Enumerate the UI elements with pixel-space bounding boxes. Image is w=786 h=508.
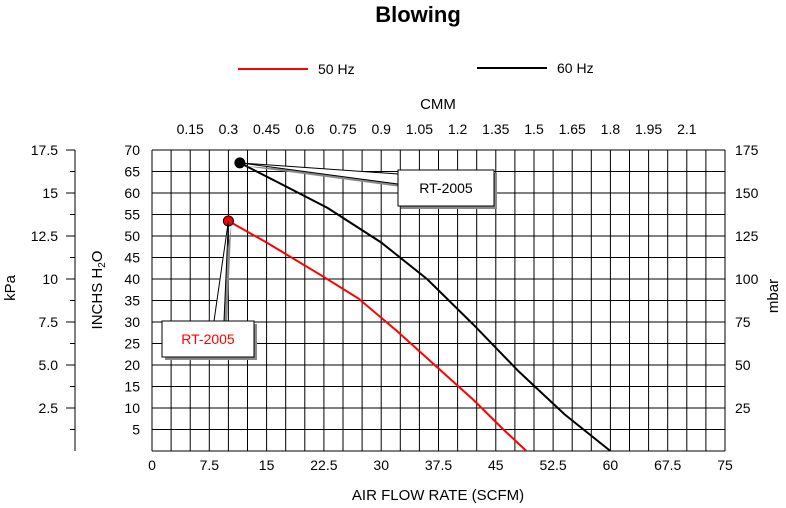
top-tick-label: 1.8	[601, 121, 621, 137]
x-tick-label: 45	[488, 457, 504, 473]
mbar-tick-label: 50	[735, 357, 751, 373]
callouts: RT-2005 RT-2005	[161, 162, 497, 360]
y-tick-label: 65	[124, 164, 140, 180]
y-tick-label: 10	[124, 400, 140, 416]
legend: 50 Hz 60 Hz	[238, 60, 594, 77]
top-tick-label: 2.1	[677, 121, 697, 137]
top-tick-label: 1.2	[448, 121, 468, 137]
kpa-axis-ticks: 2.5 5.0 7.5 10 12.5 15 17.5	[31, 142, 75, 430]
top-tick-label: 0.3	[219, 121, 239, 137]
y-axis-label-sub: 2	[97, 262, 108, 268]
series-group	[222, 157, 612, 452]
top-tick-label: 1.65	[559, 121, 586, 137]
x-tick-label: 22.5	[310, 457, 337, 473]
series-line-1	[239, 162, 612, 452]
callout-label-0: RT-2005	[181, 331, 235, 347]
x-tick-label: 60	[603, 457, 619, 473]
x-tick-label: 67.5	[654, 457, 681, 473]
y-tick-label: 70	[124, 142, 140, 158]
legend-label-50hz: 50 Hz	[318, 61, 355, 77]
y-tick-label: 35	[124, 293, 140, 309]
x-axis-ticks: 0 7.5 15 22.5 30 37.5 45 52.5 60 67.5 75	[148, 457, 733, 473]
kpa-axis-label: kPa	[2, 274, 19, 301]
y-tick-label: 5	[132, 422, 140, 438]
y-tick-label: 45	[124, 250, 140, 266]
top-tick-label: 0.15	[177, 121, 204, 137]
y-tick-label: 25	[124, 336, 140, 352]
series-line-0	[227, 220, 528, 452]
callout-pointer-1	[239, 162, 399, 185]
kpa-tick-label: 2.5	[39, 400, 59, 416]
mbar-axis-label: mbar	[765, 279, 782, 313]
x-tick-label: 52.5	[539, 457, 566, 473]
y-axis-label-main: INCHS H	[89, 268, 106, 330]
y-tick-label: 50	[124, 228, 140, 244]
mbar-tick-label: 100	[735, 271, 759, 287]
legend-label-60hz: 60 Hz	[557, 60, 594, 76]
x-tick-label: 37.5	[425, 457, 452, 473]
x-axis-label: AIR FLOW RATE (SCFM)	[352, 487, 524, 504]
callout-box-1	[397, 169, 495, 207]
top-tick-label: 0.75	[329, 121, 356, 137]
y-tick-label: 60	[124, 185, 140, 201]
x-tick-label: 30	[373, 457, 389, 473]
top-tick-label: 1.35	[482, 121, 509, 137]
x-tick-label: 75	[717, 457, 733, 473]
y-tick-label: 20	[124, 357, 140, 373]
top-tick-label: 1.05	[406, 121, 433, 137]
top-tick-label: 0.6	[295, 121, 315, 137]
top-tick-label: 0.45	[253, 121, 280, 137]
y-tick-label: 30	[124, 314, 140, 330]
top-axis-label: CMM	[420, 96, 456, 113]
kpa-tick-label: 5.0	[39, 357, 59, 373]
mbar-tick-label: 125	[735, 228, 759, 244]
x-tick-label: 7.5	[200, 457, 220, 473]
y-axis-label: INCHS H2O	[89, 251, 108, 330]
y-tick-label: 15	[124, 379, 140, 395]
x-tick-label: 0	[148, 457, 156, 473]
mbar-tick-label: 25	[735, 400, 751, 416]
kpa-tick-label: 15	[42, 185, 58, 201]
top-axis-ticks: 0.15 0.3 0.45 0.6 0.75 0.9 1.05 1.2 1.35 1.5 1.65 1…	[177, 121, 697, 137]
mbar-tick-label: 150	[735, 185, 759, 201]
kpa-tick-label: 10	[42, 271, 58, 287]
plot-grid	[151, 149, 726, 452]
callout-box-0	[161, 320, 255, 358]
kpa-tick-label: 17.5	[31, 142, 58, 158]
mbar-axis-ticks: 25 50 75 100 125 150 175	[735, 142, 759, 416]
y-axis-label-tail: O	[89, 251, 106, 263]
y-axis-ticks: 5 10 15 20 25 30 35 40 45 50 55 60 65 70	[124, 142, 140, 438]
kpa-tick-label: 12.5	[31, 228, 58, 244]
top-tick-label: 1.95	[635, 121, 662, 137]
y-tick-label: 40	[124, 271, 140, 287]
top-tick-label: 1.5	[524, 121, 544, 137]
callout-label-1: RT-2005	[419, 180, 473, 196]
callout-pointer-shadow-1	[242, 165, 401, 187]
chart-title: Blowing	[375, 2, 461, 27]
top-tick-label: 0.9	[371, 121, 391, 137]
x-tick-label: 15	[259, 457, 275, 473]
kpa-tick-label: 7.5	[39, 314, 59, 330]
y-tick-label: 55	[124, 207, 140, 223]
mbar-tick-label: 175	[735, 142, 759, 158]
mbar-tick-label: 75	[735, 314, 751, 330]
